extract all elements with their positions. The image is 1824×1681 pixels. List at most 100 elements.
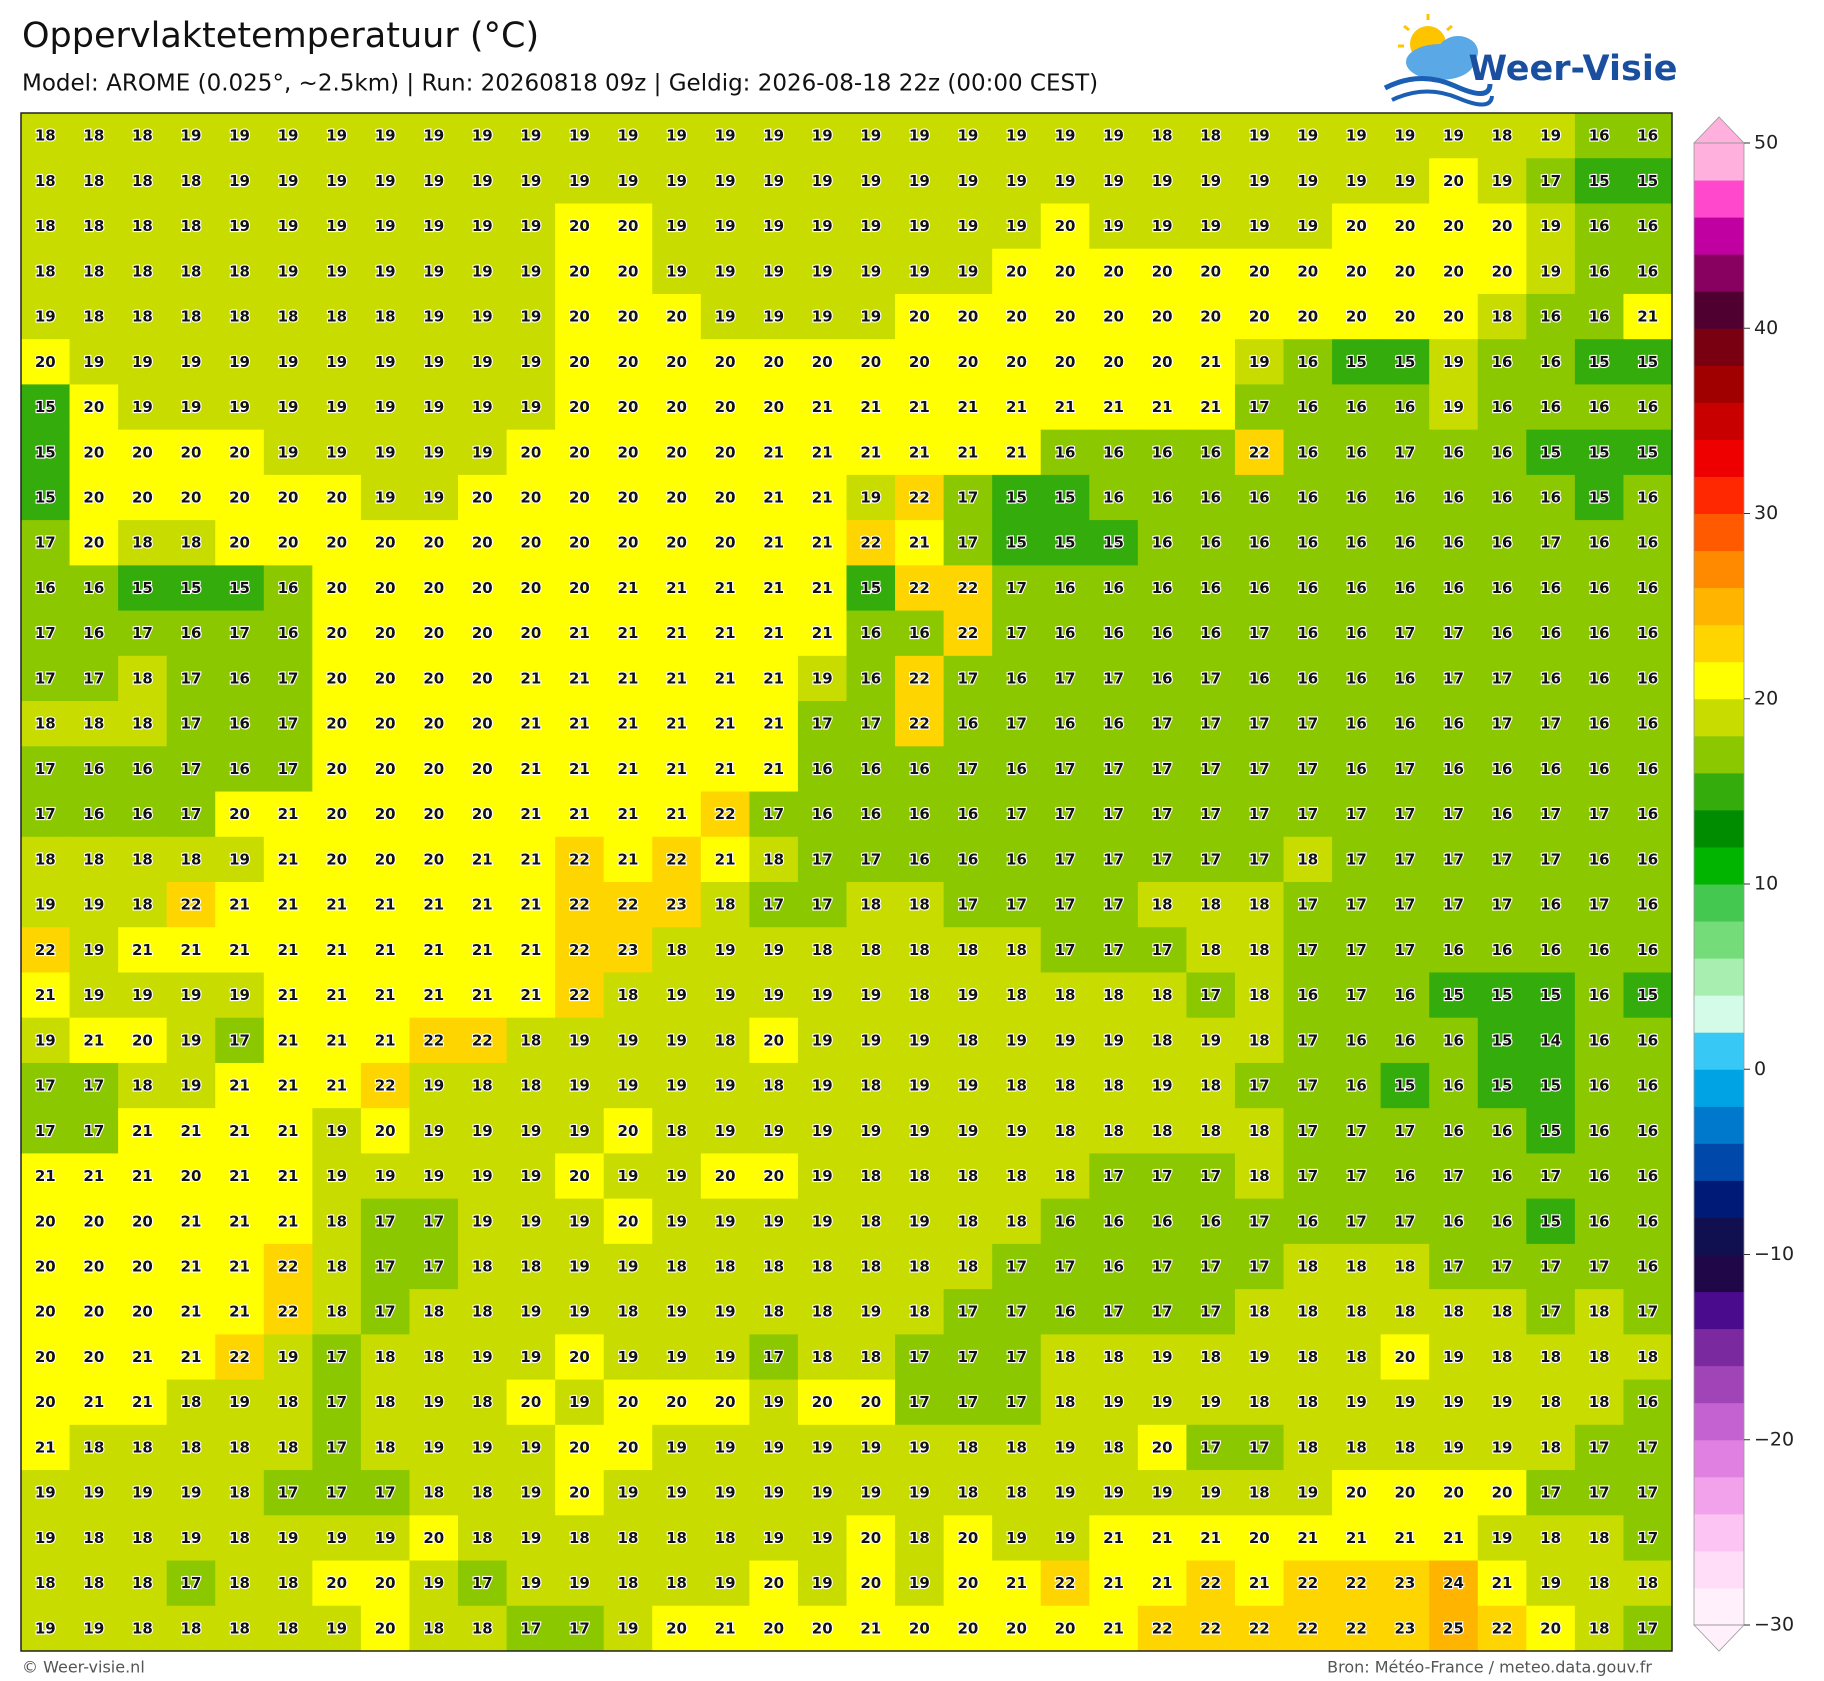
cell-value: 16 <box>1589 1212 1610 1230</box>
cell-value: 19 <box>375 489 396 507</box>
cell-value: 16 <box>1200 579 1221 597</box>
cell-value: 21 <box>423 896 444 914</box>
cell <box>1380 701 1430 747</box>
cell-value: 17 <box>1152 1303 1173 1321</box>
cell-value: 20 <box>569 217 590 235</box>
cell <box>1477 610 1527 657</box>
cell-value: 17 <box>1637 1529 1658 1547</box>
cell <box>1234 1198 1285 1245</box>
cell-value: 19 <box>1200 1484 1221 1502</box>
cell-value: 17 <box>1200 986 1221 1004</box>
cell-value: 19 <box>423 308 444 326</box>
cell-value: 18 <box>860 1167 881 1185</box>
cell <box>1186 1017 1236 1064</box>
cell-value: 19 <box>326 262 347 280</box>
cell-value: 18 <box>132 896 153 914</box>
cell <box>360 1289 410 1335</box>
cell <box>1137 293 1187 340</box>
cell-value: 20 <box>909 1619 930 1637</box>
cell-value: 21 <box>1394 1529 1415 1547</box>
cell-value: 19 <box>423 353 444 371</box>
cell-value: 20 <box>520 1393 541 1411</box>
cell-value: 19 <box>812 1167 833 1185</box>
cell-value: 16 <box>1103 443 1124 461</box>
cell <box>166 655 216 702</box>
cell-value: 16 <box>1637 760 1658 778</box>
cell-value: 19 <box>326 1619 347 1637</box>
cell-value: 19 <box>229 353 250 371</box>
cell-value: 19 <box>763 1529 784 1547</box>
cell <box>700 1605 750 1652</box>
cell-value: 17 <box>1443 850 1464 868</box>
cell <box>846 474 896 521</box>
colorbar-band <box>1694 476 1744 514</box>
cell <box>1283 429 1333 476</box>
cell <box>1380 655 1430 702</box>
cell <box>1283 791 1333 838</box>
cell-value: 16 <box>1346 534 1367 552</box>
cell-value: 18 <box>1637 1574 1658 1592</box>
cell <box>409 927 459 973</box>
cell-value: 18 <box>715 1529 736 1547</box>
cell <box>603 1062 653 1109</box>
cell <box>555 1515 605 1562</box>
cell-value: 21 <box>278 896 299 914</box>
cell <box>69 1017 119 1064</box>
cell <box>1332 113 1382 159</box>
cell <box>69 655 119 702</box>
cell <box>263 1334 313 1381</box>
cell <box>458 1560 508 1607</box>
cell <box>603 520 653 566</box>
cell-value: 17 <box>1103 1303 1124 1321</box>
cell-value: 20 <box>569 353 590 371</box>
cell <box>1574 972 1624 1019</box>
cell-value: 18 <box>1249 896 1270 914</box>
cell <box>69 882 119 928</box>
cell <box>895 1515 945 1562</box>
cell-value: 17 <box>1297 1122 1318 1140</box>
cell <box>1380 1198 1430 1245</box>
cell-value: 20 <box>1249 1529 1270 1547</box>
cell <box>1089 1424 1139 1471</box>
cell <box>1186 565 1236 612</box>
cell <box>1040 1379 1090 1426</box>
cell-value: 20 <box>618 1438 639 1456</box>
cell <box>749 836 799 883</box>
cell <box>749 1153 799 1200</box>
cell-value: 17 <box>1394 850 1415 868</box>
cell-value: 20 <box>423 534 444 552</box>
cell-value: 19 <box>520 1122 541 1140</box>
cell-value: 19 <box>1540 1574 1561 1592</box>
cell <box>409 1605 459 1652</box>
cell <box>1089 248 1139 295</box>
cell <box>992 248 1042 295</box>
cell <box>166 701 216 747</box>
cell <box>1526 113 1576 159</box>
cell <box>69 113 119 159</box>
cell <box>312 655 362 702</box>
cell <box>1526 1108 1576 1154</box>
cell-value: 19 <box>1152 1077 1173 1095</box>
cell <box>1332 429 1382 476</box>
cell-value: 19 <box>909 1438 930 1456</box>
cell-value: 20 <box>1152 1438 1173 1456</box>
cell <box>166 339 216 385</box>
cell <box>992 113 1042 159</box>
cell-value: 16 <box>1589 308 1610 326</box>
cell-value: 21 <box>763 579 784 597</box>
cell <box>1089 339 1139 385</box>
cell-value: 19 <box>957 1077 978 1095</box>
cell-value: 21 <box>278 1077 299 1095</box>
cell-value: 20 <box>569 308 590 326</box>
cell <box>409 701 459 747</box>
cell <box>506 248 556 295</box>
cell <box>603 565 653 612</box>
cell <box>700 339 750 385</box>
cell-value: 22 <box>1055 1574 1076 1592</box>
cell-value: 20 <box>715 489 736 507</box>
cell-value: 18 <box>812 1303 833 1321</box>
cell <box>1283 1379 1333 1426</box>
cell <box>215 113 265 159</box>
cell-value: 19 <box>618 1258 639 1276</box>
cell-value: 20 <box>520 443 541 461</box>
